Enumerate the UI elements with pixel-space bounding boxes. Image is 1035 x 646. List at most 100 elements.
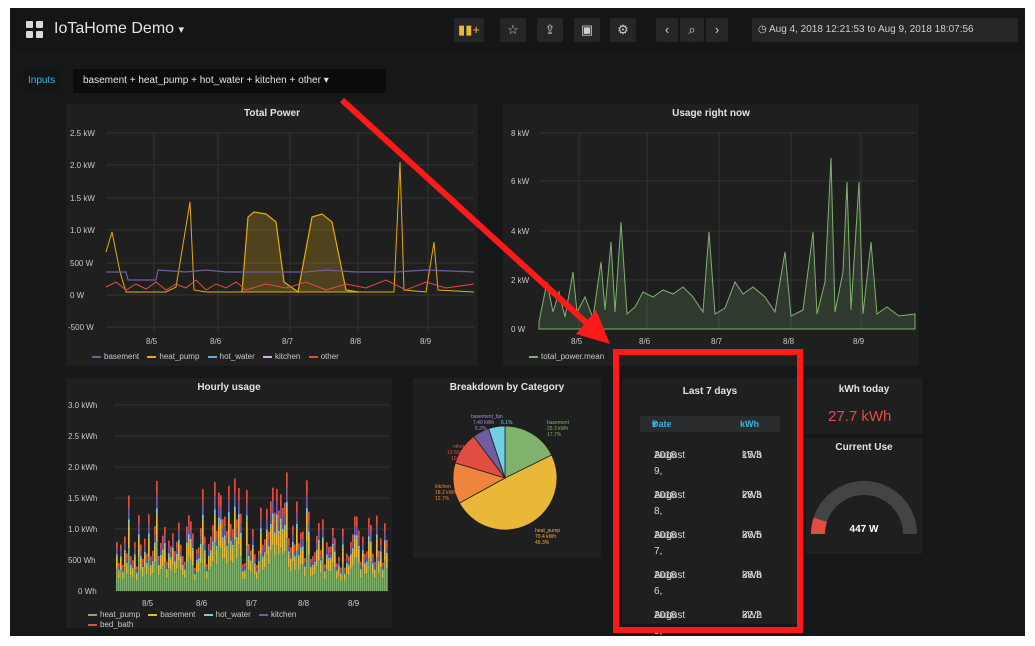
hourly-bar-segment (226, 538, 228, 546)
legend-item[interactable]: kitchen (259, 610, 296, 620)
panel-current-use[interactable]: Current Use 447 W (806, 438, 922, 554)
time-range-picker[interactable]: ◷ Aug 4, 2018 12:21:53 to Aug 9, 2018 18… (752, 18, 1018, 42)
hourly-bar-segment (154, 545, 156, 562)
legend-item[interactable]: other (308, 352, 339, 361)
pie-slice-heat-pump[interactable] (458, 454, 558, 531)
legend-item[interactable]: hot_water (207, 352, 255, 361)
legend-item[interactable]: total_power.mean (529, 352, 604, 361)
hourly-bar-segment (186, 561, 188, 591)
hourly-bar-segment (354, 535, 356, 539)
hourly-usage-chart[interactable]: 3.0 kWh 2.5 kWh 2.0 kWh 1.5 kWh 1.0 kWh … (66, 394, 392, 614)
time-back-button[interactable]: ‹ (656, 18, 678, 42)
hourly-bar-segment (200, 543, 202, 548)
hourly-bar-segment (348, 566, 350, 576)
pie-slice-basement[interactable] (504, 425, 553, 479)
hourly-bar-segment (132, 569, 134, 578)
legend-item[interactable]: heat_pump (88, 610, 140, 620)
hourly-bar-segment (188, 534, 190, 538)
usage-now-chart[interactable]: 8 kW 6 kW 4 kW 2 kW 0 W 8/5 8/6 8/7 8/8 … (503, 122, 919, 362)
svg-text:8/8: 8/8 (298, 599, 310, 608)
dashboard-grid-icon[interactable] (26, 21, 44, 39)
svg-text:-500 W: -500 W (68, 323, 94, 332)
hourly-bar-segment (266, 529, 268, 534)
time-forward-button[interactable]: › (706, 18, 728, 42)
table-row: August 9, 2018 15.3 kWh (654, 450, 762, 477)
hourly-bar-segment (162, 542, 164, 550)
hourly-bar-segment (132, 564, 134, 569)
hourly-bar-segment (342, 547, 344, 563)
panel-kwh-today[interactable]: kWh today 27.7 kWh (806, 378, 922, 434)
hourly-bar-segment (160, 549, 162, 556)
hourly-bar-segment (162, 549, 164, 553)
panel-total-power[interactable]: Total Power 2.5 kW 2.0 kW 1.5 kW 1.0 kW … (66, 104, 478, 366)
hourly-bar-segment (258, 556, 260, 561)
zoom-out-button[interactable]: ⌕ (680, 18, 704, 42)
panel-breakdown[interactable]: Breakdown by Category basement 25.3 kWh … (413, 378, 601, 558)
panel-usage-now[interactable]: Usage right now 8 kW 6 kW 4 kW 2 kW 0 W … (503, 104, 919, 366)
legend-item[interactable]: heat_pump (147, 352, 199, 361)
variable-dropdown[interactable]: basement + heat_pump + hot_water + kitch… (73, 69, 386, 93)
svg-text:8/6: 8/6 (639, 337, 651, 346)
hourly-bar-segment (176, 541, 178, 549)
table-row: August 5, 2018 32.2 kWh (654, 610, 762, 636)
hourly-bar-segment (302, 549, 304, 565)
hourly-bar-segment (356, 535, 358, 539)
hourly-bar-segment (176, 556, 178, 569)
table-row: August 6, 2018 38.8 kWh (654, 570, 762, 597)
hourly-bar-segment (124, 566, 126, 591)
hourly-bar-segment (304, 576, 306, 591)
hourly-bar-segment (306, 494, 308, 509)
hourly-bar-segment (228, 512, 230, 518)
hourly-bar-segment (200, 536, 202, 544)
hourly-bar-segment (246, 520, 248, 546)
share-button[interactable]: ⇪ (537, 18, 563, 42)
hourly-bar-segment (272, 501, 274, 514)
hourly-bar-segment (252, 537, 254, 545)
hourly-bar-segment (350, 548, 352, 555)
hourly-bar-segment (218, 505, 220, 518)
hourly-bar-segment (132, 577, 134, 591)
hourly-bar-segment (122, 579, 124, 591)
pie-value-basement-fan: 7.40 kWh (473, 420, 494, 426)
hourly-bar-segment (208, 569, 210, 591)
hourly-bar-segment (202, 514, 204, 520)
panel-hourly-usage[interactable]: Hourly usage 3.0 kWh 2.5 kWh 2.0 kWh 1.5… (66, 378, 392, 630)
hourly-bar-segment (194, 574, 196, 581)
add-panel-button[interactable]: ▮▮+ (454, 18, 484, 42)
total-power-chart[interactable]: 2.5 kW 2.0 kW 1.5 kW 1.0 kW 500 W 0 W -5… (66, 122, 478, 362)
breakdown-pie-chart[interactable]: basement 25.3 kWh 17.7% heat_pump 70.4 k… (413, 396, 601, 556)
column-date[interactable]: Date ▾ (652, 419, 672, 429)
hourly-bar-segment (334, 538, 336, 546)
star-button[interactable]: ☆ (500, 18, 526, 42)
hourly-bar-segment (162, 566, 164, 591)
legend-item[interactable]: bed_bath (88, 620, 133, 630)
hourly-bar-segment (128, 495, 130, 508)
save-button[interactable]: ▣ (574, 18, 600, 42)
hourly-bar-segment (264, 552, 266, 555)
legend-item[interactable]: basement (92, 352, 139, 361)
hourly-bar-segment (190, 521, 192, 531)
hourly-bar-segment (192, 547, 194, 551)
legend-item[interactable]: kitchen (263, 352, 300, 361)
panel-last-7-days[interactable]: Last 7 days Date ▾ kWh August 9, 2018 15.… (622, 378, 798, 636)
pie-slice-garden[interactable] (488, 425, 506, 479)
hourly-bar-segment (134, 548, 136, 555)
hourly-bar-segment (122, 572, 124, 580)
hourly-bar-segment (318, 539, 320, 544)
hourly-bar-segment (310, 563, 312, 568)
hourly-bar-segment (222, 519, 224, 529)
pie-label-kitchen: kitchen (435, 484, 451, 490)
hourly-bar-segment (226, 563, 228, 591)
hourly-bar-segment (216, 545, 218, 549)
dashboard-title[interactable]: IoTaHome Demo ▾ (54, 20, 185, 37)
legend-item[interactable]: basement (148, 610, 195, 620)
hourly-bar-segment (174, 551, 176, 557)
hourly-bar-segment (166, 577, 168, 591)
legend-item[interactable]: hot_water (203, 610, 251, 620)
hourly-bar-segment (142, 568, 144, 577)
column-kwh[interactable]: kWh (740, 419, 759, 429)
hourly-bar-segment (340, 573, 342, 575)
hourly-bar-segment (314, 557, 316, 562)
settings-button[interactable]: ⚙ (610, 18, 636, 42)
hourly-bar-segment (272, 518, 274, 545)
